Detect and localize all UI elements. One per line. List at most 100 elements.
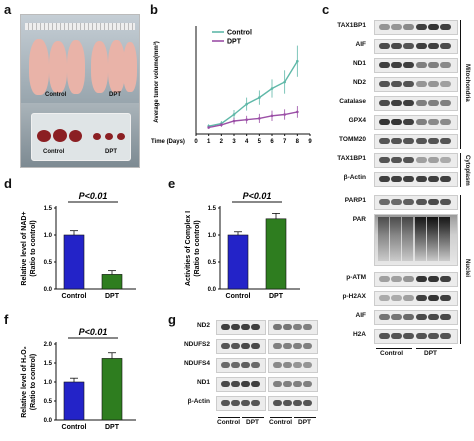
blot-band	[403, 62, 414, 68]
section-bracket	[460, 153, 461, 187]
blot-band	[440, 199, 451, 205]
blot-band	[273, 343, 282, 349]
blot-row-label: ND2	[352, 79, 366, 86]
blot-smear	[427, 217, 438, 261]
blot-band	[391, 100, 402, 106]
tumor	[93, 133, 101, 140]
blot-band	[391, 138, 402, 144]
blot-g-row-label: β-Actin	[187, 398, 210, 405]
blot-band	[391, 295, 402, 301]
blot-band	[391, 119, 402, 125]
mouse	[49, 41, 67, 93]
blot-row	[374, 329, 458, 344]
blot-band	[221, 381, 230, 387]
y-tick-label: 1.5	[208, 206, 217, 212]
blot-band	[379, 333, 390, 339]
blot-row	[374, 172, 458, 187]
y-tick-label: 0.0	[208, 287, 217, 293]
blot-band	[428, 24, 439, 30]
data-point	[207, 126, 210, 129]
y-axis-title: Relative level of NAD+	[21, 211, 28, 285]
tumor	[117, 133, 125, 140]
x-tick-label: 1	[207, 139, 211, 145]
blot-smear	[378, 217, 389, 261]
data-point	[270, 87, 274, 90]
blot-band	[428, 43, 439, 49]
blot-g-row	[216, 339, 266, 354]
blot-band	[379, 100, 390, 106]
blot-band	[428, 176, 439, 182]
x-tick-label: 2	[220, 139, 224, 145]
blot-band	[273, 400, 282, 406]
blot-band	[391, 276, 402, 282]
section-label-nuclei: Nuclei	[464, 259, 470, 278]
x-axis-title: Time (Days)	[151, 139, 185, 145]
bar-control	[63, 234, 85, 290]
blot-g-row	[268, 377, 318, 392]
blot-g-group-control: Control	[217, 419, 241, 426]
blot-row-label: ND1	[352, 60, 366, 67]
data-point	[245, 102, 248, 106]
blot-band	[428, 295, 439, 301]
y-axis-title-sub: (Ratio to control)	[30, 354, 37, 410]
blot-band	[440, 81, 451, 87]
group-line	[416, 348, 452, 349]
complex-i-bar-chart: 0.0 0.5 1.0 1.5 Activities of Complex I (Rati…	[185, 191, 300, 300]
blot-row-label: p-ATM	[346, 274, 366, 281]
blot-band	[403, 138, 414, 144]
blot-band	[416, 119, 427, 125]
category-label: DPT	[105, 424, 120, 431]
data-point	[270, 114, 274, 118]
section-label-mitochondria: Mitochondria	[464, 64, 470, 102]
tumor	[69, 130, 82, 142]
western-blot-c: TAX1BP1 AIF ND1 ND2 Catalase GPX4 TOMM20 TAX1BP…	[322, 14, 472, 434]
bar-dpt	[101, 358, 123, 421]
blot-g-group-control: Control	[269, 419, 293, 426]
y-tick-label: 2.0	[44, 342, 53, 348]
blot-band	[221, 343, 230, 349]
blot-group-control: Control	[380, 350, 404, 357]
blot-band	[283, 381, 292, 387]
blot-band	[379, 176, 390, 182]
blot-band	[283, 400, 292, 406]
y-tick-label: 0.5	[208, 260, 217, 266]
blot-band	[303, 343, 312, 349]
blot-band	[251, 343, 260, 349]
bar-dpt	[265, 218, 287, 290]
y-axis-title-sub: (Ratio to control)	[194, 220, 201, 276]
blot-row	[374, 115, 458, 130]
blot-band	[231, 381, 240, 387]
blot-band	[283, 362, 292, 368]
category-label: DPT	[105, 293, 120, 300]
data-point	[258, 117, 261, 120]
blot-row-label: TAX1BP1	[337, 22, 366, 29]
blot-band	[403, 157, 414, 163]
blot-band	[440, 314, 451, 320]
y-tick-label: 1.0	[44, 380, 53, 386]
blot-band	[379, 24, 390, 30]
blot-band	[440, 295, 451, 301]
blot-band	[403, 314, 414, 320]
blot-band	[379, 119, 390, 125]
blot-g-row	[216, 396, 266, 411]
blot-band	[391, 81, 402, 87]
blot-band	[241, 343, 250, 349]
blot-band	[231, 362, 240, 368]
legend-label: DPT	[227, 39, 242, 46]
blot-row	[374, 272, 458, 287]
blot-band	[440, 176, 451, 182]
x-tick-label: 3	[232, 139, 236, 145]
group-line	[376, 348, 412, 349]
blot-band	[293, 400, 302, 406]
blot-band	[403, 119, 414, 125]
blot-row-label: AIF	[355, 312, 366, 319]
blot-band	[428, 62, 439, 68]
blot-row	[374, 20, 458, 35]
nad-bar-chart: 0.0 0.5 1.0 1.5 Relative level of NAD+ (Ratio…	[21, 191, 136, 300]
blot-band	[416, 176, 427, 182]
series-line-control	[208, 60, 298, 127]
blot-row	[374, 96, 458, 111]
blot-band	[251, 381, 260, 387]
y-axis-title: Relative level of H₂O₂	[21, 346, 28, 418]
x-tick-label: 7	[283, 139, 287, 145]
